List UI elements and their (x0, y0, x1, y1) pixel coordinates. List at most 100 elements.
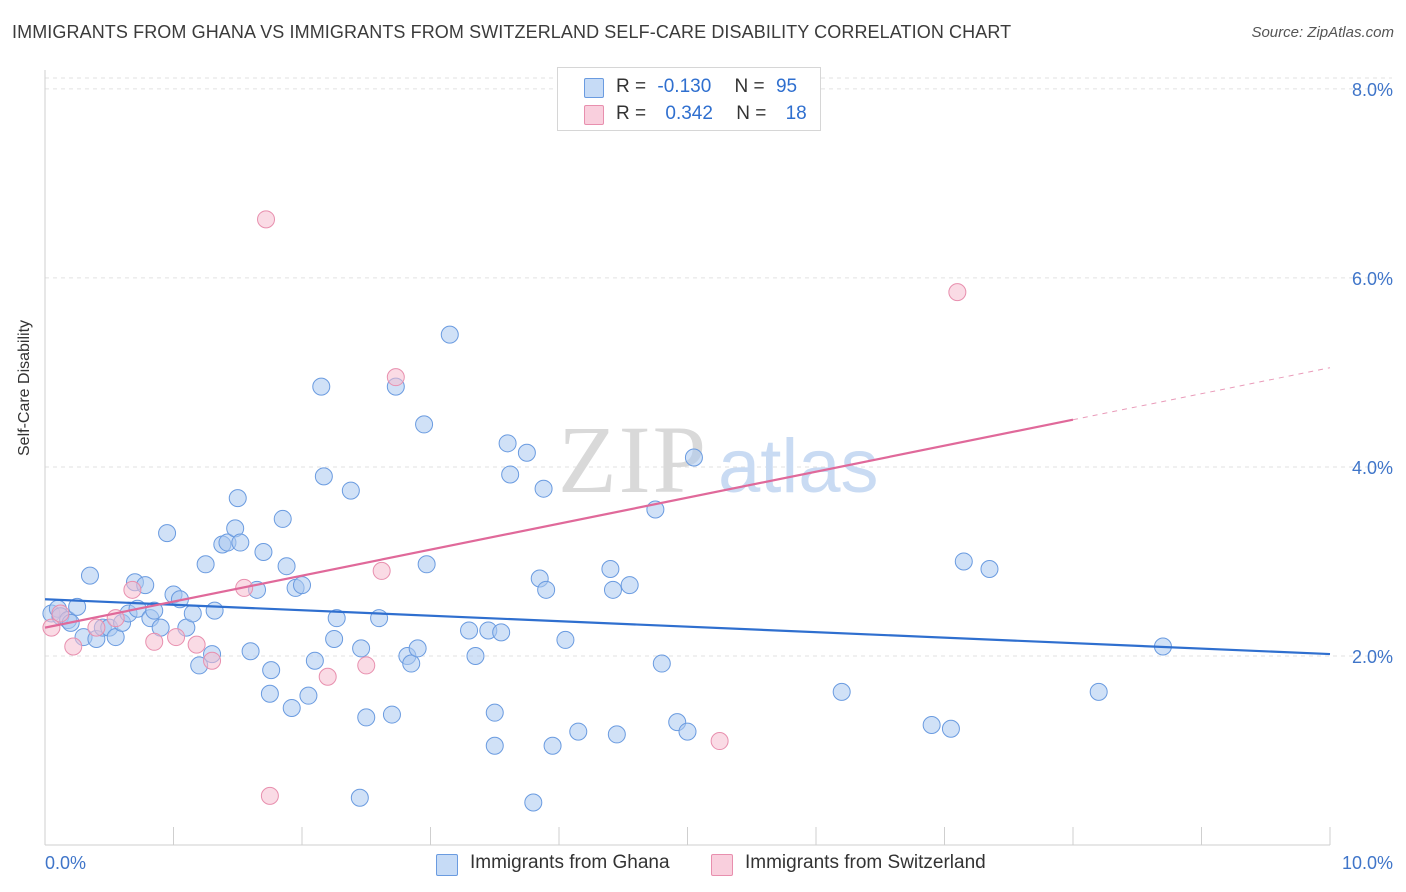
data-point-ghana (922, 715, 941, 734)
data-point-ghana (492, 623, 511, 642)
data-point-switzerland (187, 635, 206, 654)
data-point-ghana (607, 725, 626, 744)
data-point-ghana (466, 646, 485, 665)
data-point-switzerland (386, 368, 405, 387)
data-point-switzerland (51, 604, 70, 623)
trend-lines (44, 367, 1331, 656)
data-point-ghana (341, 481, 360, 500)
data-point-switzerland (372, 561, 391, 580)
series-ghana (42, 325, 1172, 812)
data-point-switzerland (167, 628, 186, 647)
y-tick-label: 4.0% (1352, 458, 1393, 478)
series-name-ghana: Immigrants from Ghana (470, 852, 670, 873)
data-point-ghana (262, 661, 281, 680)
data-point-ghana (293, 576, 311, 595)
y-tick-label: 8.0% (1352, 80, 1393, 100)
series-swatch-ghana (436, 854, 458, 876)
legend-swatch-ghana (584, 78, 604, 98)
x-tick-label: 10.0% (1342, 853, 1393, 873)
data-point-ghana (350, 788, 369, 807)
data-point-ghana (543, 736, 562, 755)
data-point-ghana (1089, 682, 1108, 701)
data-point-ghana (231, 533, 250, 552)
data-point-ghana (517, 443, 536, 462)
watermark-zip: ZIP (558, 406, 708, 513)
data-point-ghana (485, 703, 504, 722)
data-point-ghana (273, 509, 292, 528)
watermark: ZIP atlas (558, 406, 879, 513)
data-point-ghana (254, 543, 273, 562)
data-point-ghana (325, 629, 344, 648)
data-point-switzerland (710, 732, 729, 751)
data-point-ghana (603, 580, 622, 599)
data-point-ghana (282, 698, 301, 717)
y-tick-label: 2.0% (1352, 647, 1393, 667)
data-point-ghana (183, 604, 202, 623)
data-point-ghana (832, 682, 851, 701)
data-point-ghana (501, 465, 520, 484)
data-point-ghana (205, 601, 224, 620)
series-switzerland (42, 210, 967, 805)
data-point-switzerland (145, 632, 164, 651)
data-point-ghana (556, 630, 575, 649)
data-point-switzerland (123, 580, 142, 599)
data-point-ghana (954, 552, 973, 571)
data-point-ghana (534, 479, 553, 498)
legend-swatch-switzerland (584, 105, 604, 125)
data-point-ghana (305, 651, 324, 670)
data-point-ghana (980, 560, 999, 579)
series-name-switzerland: Immigrants from Switzerland (745, 852, 986, 873)
legend-r-value: 0.342 (665, 103, 713, 124)
y-tick-label: 6.0% (1352, 269, 1393, 289)
data-point-ghana (524, 793, 543, 812)
data-point-ghana (415, 415, 434, 434)
trend-line-switzerland (44, 418, 1074, 629)
legend-r-value: -0.130 (657, 76, 712, 97)
data-point-ghana (402, 654, 421, 673)
data-point-ghana (196, 555, 215, 574)
data-point-ghana (352, 639, 371, 658)
legend-n-label: N = (736, 103, 767, 124)
data-point-ghana (440, 325, 459, 344)
data-point-ghana (312, 377, 331, 396)
legend-r-label: R = (616, 76, 647, 97)
grid-lines (45, 77, 1392, 657)
data-point-ghana (569, 722, 588, 741)
data-point-ghana (537, 580, 556, 599)
trend-line-switzerland-extrapolated (1072, 367, 1331, 421)
data-point-ghana (620, 576, 639, 595)
data-point-switzerland (948, 283, 967, 302)
data-point-ghana (277, 557, 296, 576)
data-point-ghana (299, 686, 318, 705)
data-point-ghana (652, 654, 671, 673)
data-point-ghana (327, 609, 346, 628)
correlation-legend: R = -0.130 N = 95 R = 0.342 N = 18 (557, 67, 821, 131)
legend-r-label: R = (616, 103, 647, 124)
data-point-switzerland (203, 651, 222, 670)
data-point-switzerland (42, 618, 61, 637)
axes (44, 70, 1331, 846)
data-point-ghana (417, 555, 436, 574)
legend-n-value: 95 (775, 76, 798, 97)
data-point-ghana (80, 566, 99, 585)
data-point-ghana (228, 489, 247, 508)
trend-line-ghana (44, 598, 1331, 656)
data-point-switzerland (257, 210, 276, 229)
data-point-ghana (941, 719, 960, 738)
chart-title: IMMIGRANTS FROM GHANA VS IMMIGRANTS FROM… (12, 22, 1012, 42)
data-point-ghana (314, 467, 333, 486)
data-point-ghana (382, 705, 401, 724)
legend-n-value: 18 (785, 103, 807, 124)
data-point-ghana (460, 621, 479, 640)
data-point-ghana (241, 642, 260, 661)
series-swatch-switzerland (711, 854, 733, 876)
data-point-ghana (684, 448, 703, 467)
data-point-switzerland (87, 618, 106, 637)
data-point-switzerland (318, 667, 337, 686)
data-point-ghana (158, 524, 177, 543)
data-point-ghana (498, 434, 517, 453)
data-point-ghana (408, 639, 427, 658)
x-tick-label: 0.0% (45, 853, 86, 873)
watermark-atlas: atlas (718, 424, 879, 509)
